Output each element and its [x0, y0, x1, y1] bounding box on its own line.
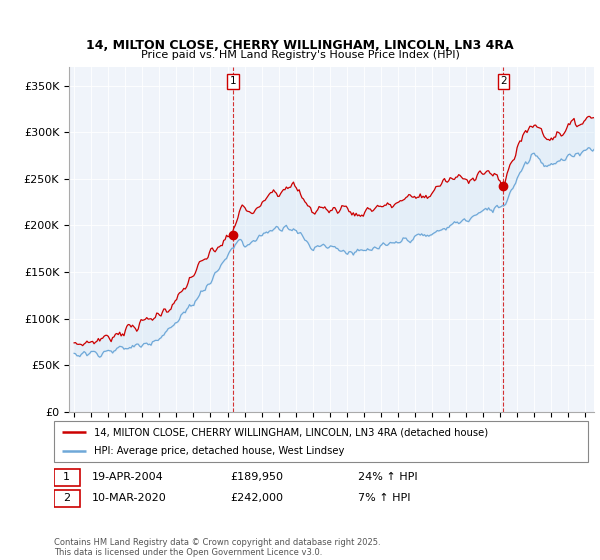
Text: 24% ↑ HPI: 24% ↑ HPI [358, 472, 418, 482]
Text: 7% ↑ HPI: 7% ↑ HPI [358, 493, 411, 503]
Text: 14, MILTON CLOSE, CHERRY WILLINGHAM, LINCOLN, LN3 4RA (detached house): 14, MILTON CLOSE, CHERRY WILLINGHAM, LIN… [94, 427, 488, 437]
Text: HPI: Average price, detached house, West Lindsey: HPI: Average price, detached house, West… [94, 446, 344, 456]
FancyBboxPatch shape [54, 469, 80, 486]
Text: 2: 2 [500, 76, 507, 86]
Text: 19-APR-2004: 19-APR-2004 [91, 472, 163, 482]
Text: Contains HM Land Registry data © Crown copyright and database right 2025.
This d: Contains HM Land Registry data © Crown c… [54, 538, 380, 557]
FancyBboxPatch shape [54, 489, 80, 507]
Text: 14, MILTON CLOSE, CHERRY WILLINGHAM, LINCOLN, LN3 4RA: 14, MILTON CLOSE, CHERRY WILLINGHAM, LIN… [86, 39, 514, 52]
Text: 1: 1 [64, 472, 70, 482]
Text: 2: 2 [63, 493, 70, 503]
Text: Price paid vs. HM Land Registry's House Price Index (HPI): Price paid vs. HM Land Registry's House … [140, 50, 460, 60]
Text: 1: 1 [229, 76, 236, 86]
FancyBboxPatch shape [54, 421, 588, 462]
Text: £189,950: £189,950 [230, 472, 283, 482]
Text: 10-MAR-2020: 10-MAR-2020 [91, 493, 166, 503]
Text: £242,000: £242,000 [230, 493, 283, 503]
